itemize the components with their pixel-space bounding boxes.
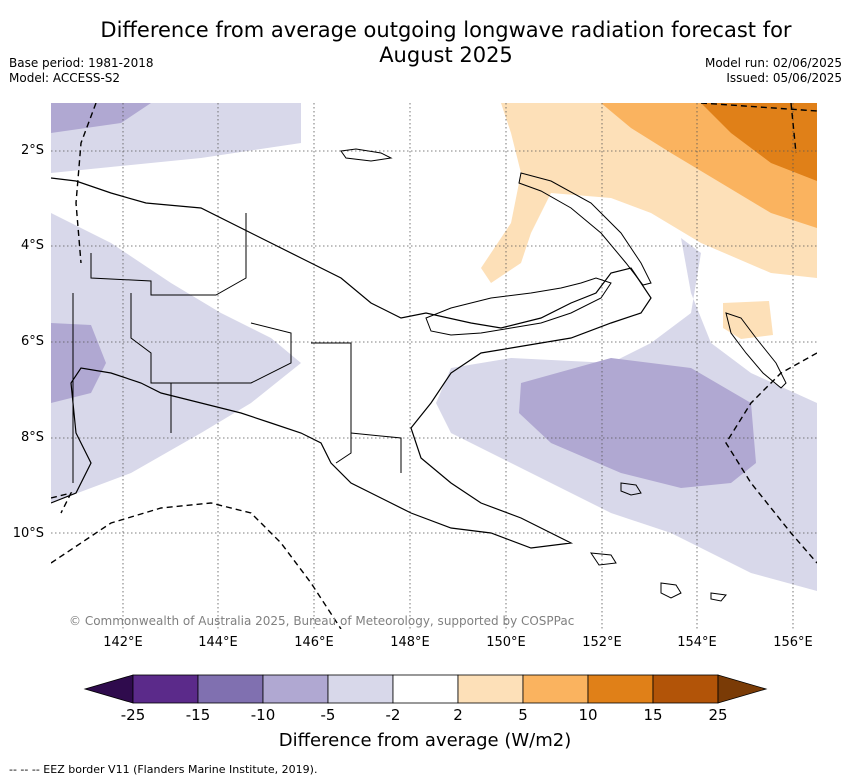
colorbar-tick: -2 [385, 706, 401, 724]
lat-label: 10°S [12, 526, 44, 541]
lon-label: 156°E [773, 635, 813, 650]
lon-label: 148°E [390, 635, 430, 650]
lon-label: 146°E [294, 635, 334, 650]
lon-label: 142°E [103, 635, 143, 650]
new-guinea-coastline [51, 177, 652, 549]
title-line-2: August 2025 [379, 43, 513, 67]
colorbar-swatch [717, 674, 768, 704]
colorbar-swatch [83, 674, 134, 704]
colorbar-tick: -25 [120, 706, 146, 724]
model-name: Model: ACCESS-S2 [9, 71, 121, 85]
anomaly-region-plus10 [701, 103, 817, 181]
colorbar-swatch [392, 674, 459, 704]
eez-borders [51, 103, 817, 629]
colorbar-tick: 25 [708, 706, 728, 724]
colorbar-tick: -10 [250, 706, 276, 724]
colorbar-swatch [587, 674, 654, 704]
meta-right: Model run: 02/06/2025 Issued: 05/06/2025 [705, 56, 842, 86]
colorbar-tick: -15 [185, 706, 211, 724]
islands-east [589, 482, 727, 602]
colorbar-title: Difference from average (W/m2) [278, 730, 572, 751]
lon-label: 144°E [198, 635, 238, 650]
map-canvas [51, 103, 817, 629]
manus-island [340, 148, 393, 162]
lat-label: 2°S [20, 143, 44, 158]
lat-label: 4°S [20, 238, 44, 253]
lon-label: 152°E [582, 635, 622, 650]
lat-label: 8°S [20, 430, 44, 445]
base-period: Base period: 1981-2018 [9, 56, 154, 70]
colorbar-swatch [457, 674, 524, 704]
new-ireland-coastline [518, 172, 652, 286]
new-britain-coastline [425, 277, 612, 336]
lat-label: 6°S [20, 334, 44, 349]
meta-left: Base period: 1981-2018 Model: ACCESS-S2 [9, 56, 154, 86]
colorbar-tick: 10 [578, 706, 598, 724]
map-title: Difference from average outgoing longwav… [90, 18, 802, 68]
anomaly-region-minus5-northwest [51, 103, 151, 133]
colorbar-tick: 15 [643, 706, 663, 724]
lon-label: 154°E [677, 635, 717, 650]
copyright-notice: © Commonwealth of Australia 2025, Bureau… [69, 614, 575, 628]
colorbar-swatch [522, 674, 589, 704]
colorbar-tick: 5 [518, 706, 528, 724]
colorbar-swatch [132, 674, 199, 704]
title-line-1: Difference from average outgoing longwav… [100, 18, 792, 42]
colorbar [83, 674, 768, 704]
model-run: Model run: 02/06/2025 [704, 56, 842, 70]
colorbar-swatch [327, 674, 394, 704]
anomaly-region-minus5-west [51, 323, 106, 403]
eez-footnote: -- -- -- EEZ border V11 (Flanders Marine… [9, 763, 318, 776]
lon-label: 150°E [486, 635, 526, 650]
anomaly-region-minus2-southwest [51, 213, 301, 503]
bougainville-coastline [725, 312, 787, 389]
anomaly-region-plus2-island [723, 301, 773, 339]
colorbar-swatch [262, 674, 329, 704]
colorbar-swatch [197, 674, 264, 704]
province-borders [72, 213, 402, 483]
colorbar-tick: -5 [320, 706, 336, 724]
colorbar-swatch [652, 674, 719, 704]
issued-date: Issued: 05/06/2025 [726, 71, 842, 85]
colorbar-tick: 2 [453, 706, 463, 724]
